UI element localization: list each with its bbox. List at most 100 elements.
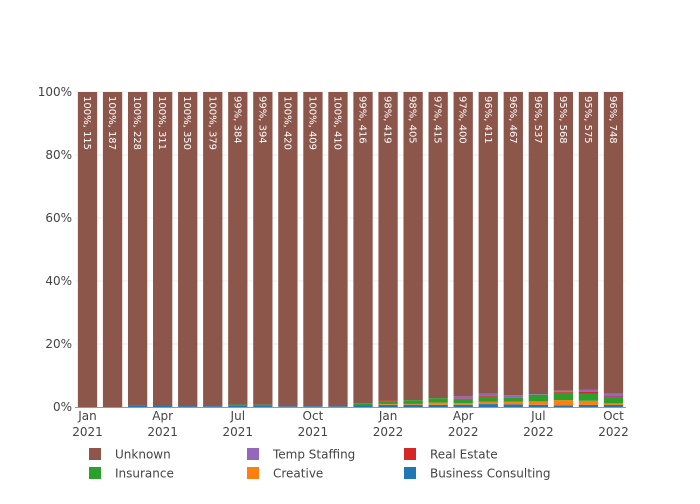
bar-segment-insurance (403, 400, 423, 404)
bar-segment-unknown (528, 92, 548, 395)
x-tick-year: 2022 (598, 425, 629, 439)
bar-segment-unknown (553, 92, 574, 391)
bar-segment-business-consulting (578, 404, 599, 407)
x-tick-label: Jul (530, 409, 545, 423)
x-tick-year: 2022 (373, 425, 404, 439)
bar-data-label: 98%, 405 (407, 96, 418, 144)
bar-segment-insurance (528, 394, 548, 402)
bar-data-label: 100%, 350 (181, 96, 192, 150)
legend-swatch (247, 448, 259, 460)
bar-segment-business-consulting (178, 406, 198, 407)
bar-segment-business-consulting (353, 405, 373, 407)
x-tick-label: Jan (77, 409, 97, 423)
bar-segment-unknown (603, 92, 624, 394)
bar-segment-insurance (603, 397, 624, 404)
bar-data-label: 96%, 748 (607, 96, 618, 144)
bar-segment-real-estate (603, 396, 624, 398)
bar-segment-unknown (278, 92, 298, 407)
bar-segment-unknown (253, 92, 273, 405)
bar-data-label: 100%, 115 (81, 96, 92, 150)
bar-segment-unknown (378, 92, 398, 401)
bar-segment-unknown (453, 92, 473, 397)
bar-segment-unknown (203, 92, 223, 407)
legend-label: Creative (273, 467, 323, 481)
bar-segment-business-consulting (378, 404, 398, 407)
x-tick-label: Apr (453, 409, 474, 423)
bar-data-label: 99%, 384 (231, 96, 242, 144)
bar-segment-unknown (353, 92, 373, 404)
bar-segment-business-consulting (153, 405, 173, 407)
bar-data-label: 100%, 420 (281, 96, 292, 150)
bar-segment-temp-staffing (453, 396, 473, 399)
bar-data-label: 97%, 400 (457, 96, 468, 144)
bar-data-label: 98%, 419 (382, 96, 393, 144)
bar-data-label: 99%, 394 (256, 96, 267, 144)
bar-segment-unknown (478, 92, 498, 394)
x-tick-year: 2022 (523, 425, 554, 439)
bar-segment-temp-staffing (553, 390, 574, 392)
bar-segment-creative (578, 400, 599, 405)
x-tick-label: Jan (378, 409, 398, 423)
bar-segment-unknown (228, 92, 248, 405)
x-tick-year: 2022 (448, 425, 479, 439)
bar-segment-creative (603, 403, 624, 405)
x-tick-year: 2021 (298, 425, 329, 439)
bar-segment-insurance (478, 396, 498, 402)
bar-segment-creative (378, 404, 398, 405)
bar-segment-business-consulting (253, 405, 273, 407)
bar-segment-temp-staffing (503, 395, 523, 398)
y-tick-label: 40% (45, 274, 72, 288)
bar-segment-creative (403, 403, 423, 405)
bar-data-label: 100%, 311 (156, 96, 167, 150)
legend-label: Temp Staffing (272, 448, 355, 462)
x-tick-label: Jul (230, 409, 245, 423)
bar-segment-business-consulting (528, 404, 548, 407)
bar-segment-temp-staffing (528, 394, 548, 395)
legend-swatch (404, 448, 416, 460)
bar-segment-creative (553, 400, 574, 406)
bar-segment-unknown (328, 92, 348, 407)
bar-segment-real-estate (453, 398, 473, 400)
bar-segment-unknown (127, 92, 148, 406)
bar-segment-business-consulting (428, 404, 448, 407)
legend-swatch (404, 467, 416, 479)
bar-segment-insurance (353, 403, 373, 406)
bar-segment-unknown (77, 92, 98, 407)
legend-label: Insurance (115, 467, 174, 481)
bar-segment-unknown (428, 92, 448, 399)
bar-segment-insurance (578, 393, 599, 401)
bar-segment-unknown (578, 92, 599, 390)
bar-segment-unknown (153, 92, 173, 406)
bar-data-label: 99%, 416 (357, 96, 368, 144)
bar-data-label: 96%, 537 (532, 96, 543, 144)
bar-segment-business-consulting (203, 406, 223, 407)
bar-data-label: 96%, 411 (482, 96, 493, 144)
y-tick-label: 80% (45, 148, 72, 162)
bar-data-label: 96%, 467 (507, 96, 518, 144)
bar-data-label: 100%, 187 (106, 96, 117, 150)
x-tick-year: 2021 (147, 425, 178, 439)
bar-data-label: 100%, 379 (206, 96, 217, 150)
bar-segment-business-consulting (478, 404, 498, 407)
bar-data-label: 95%, 568 (557, 96, 568, 144)
bar-data-label: 95%, 575 (582, 96, 593, 144)
bar-segment-business-consulting (553, 405, 574, 407)
legend-label: Unknown (115, 448, 171, 462)
legend-label: Real Estate (430, 448, 498, 462)
y-tick-label: 20% (45, 337, 72, 351)
bar-segment-business-consulting (228, 405, 248, 407)
x-tick-year: 2021 (223, 425, 254, 439)
bar-segment-insurance (228, 404, 248, 406)
x-tick-label: Oct (303, 409, 324, 423)
bar-data-label: 100%, 409 (306, 96, 317, 150)
legend-label: Business Consulting (430, 467, 551, 481)
x-tick-year: 2021 (72, 425, 103, 439)
bar-segment-insurance (253, 404, 273, 406)
bar-segment-real-estate (578, 391, 599, 394)
bar-segment-business-consulting (328, 406, 348, 407)
bar-segment-real-estate (378, 400, 398, 402)
bar-data-label: 97%, 415 (432, 96, 443, 144)
bar-segment-business-consulting (603, 404, 624, 407)
bar-segment-business-consulting (303, 406, 323, 407)
